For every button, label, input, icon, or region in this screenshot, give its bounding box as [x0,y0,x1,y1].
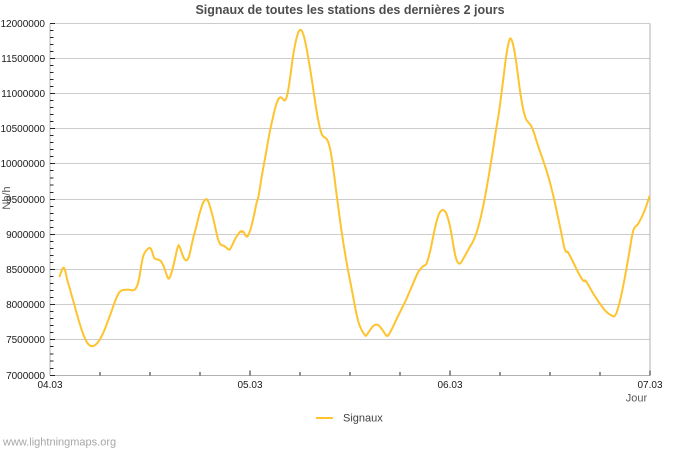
svg-text:04.03: 04.03 [37,380,62,391]
svg-text:Signaux de toutes les stations: Signaux de toutes les stations des derni… [195,3,504,17]
svg-text:05.03: 05.03 [237,380,262,391]
svg-text:7500000: 7500000 [6,335,45,346]
svg-text:10500000: 10500000 [1,124,46,135]
svg-text:Nb/h: Nb/h [1,186,13,209]
svg-text:12000000: 12000000 [1,19,46,30]
svg-text:9000000: 9000000 [6,230,45,241]
svg-text:06.03: 06.03 [437,380,462,391]
svg-text:07.03: 07.03 [637,380,662,391]
svg-text:9500000: 9500000 [6,195,45,206]
svg-text:Jour: Jour [626,393,648,405]
svg-text:8500000: 8500000 [6,265,45,276]
svg-text:8000000: 8000000 [6,300,45,311]
svg-text:10000000: 10000000 [1,159,46,170]
svg-text:11000000: 11000000 [1,89,45,100]
svg-text:7000000: 7000000 [6,371,45,382]
svg-text:11500000: 11500000 [1,54,45,65]
svg-text:www.lightningmaps.org: www.lightningmaps.org [2,437,116,449]
svg-text:Signaux: Signaux [343,413,383,425]
